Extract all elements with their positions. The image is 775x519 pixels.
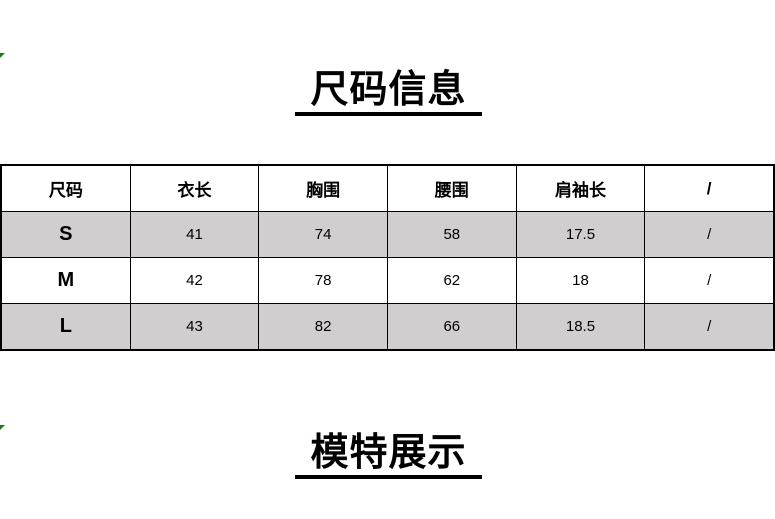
cell-extra: / [644, 257, 775, 304]
cell-size: S [0, 211, 131, 258]
header-waist: 腰围 [386, 164, 517, 212]
cell-length: 42 [129, 257, 260, 304]
size-table: 尺码 衣长 胸围 腰围 肩袖长 / S 41 74 58 17.5 / M 42… [0, 164, 775, 351]
cell-chest: 78 [258, 257, 388, 304]
header-extra: / [644, 164, 775, 212]
header-size: 尺码 [0, 164, 131, 212]
table-row: S 41 74 58 17.5 / [0, 211, 775, 258]
cell-chest: 82 [258, 303, 388, 351]
cell-size: M [0, 257, 131, 304]
cell-extra: / [644, 303, 775, 351]
cell-length: 41 [129, 211, 260, 258]
cell-shoulder-sleeve: 18.5 [515, 303, 646, 351]
header-length: 衣长 [129, 164, 260, 212]
cell-shoulder-sleeve: 18 [515, 257, 646, 304]
cell-size: L [0, 303, 131, 351]
comment-indicator-icon [0, 425, 5, 430]
cell-waist: 58 [386, 211, 517, 258]
cell-waist: 62 [386, 257, 517, 304]
cell-shoulder-sleeve: 17.5 [515, 211, 646, 258]
header-chest: 胸围 [258, 164, 388, 212]
comment-indicator-icon [0, 53, 5, 58]
header-shoulder-sleeve: 肩袖长 [515, 164, 646, 212]
cell-extra: / [644, 211, 775, 258]
table-row: L 43 82 66 18.5 / [0, 303, 775, 351]
cell-waist: 66 [386, 303, 517, 351]
model-display-title: 模特展示 [295, 431, 482, 479]
cell-length: 43 [129, 303, 260, 351]
cell-chest: 74 [258, 211, 388, 258]
size-info-title: 尺码信息 [295, 68, 482, 116]
table-header-row: 尺码 衣长 胸围 腰围 肩袖长 / [0, 164, 775, 212]
table-row: M 42 78 62 18 / [0, 257, 775, 304]
